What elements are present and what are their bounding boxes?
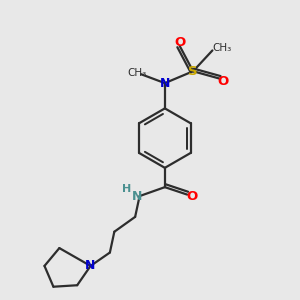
Text: CH₃: CH₃: [212, 43, 232, 53]
Text: O: O: [218, 75, 229, 88]
Text: O: O: [174, 36, 185, 49]
Text: H: H: [122, 184, 132, 194]
Text: N: N: [85, 260, 96, 272]
Text: S: S: [188, 65, 198, 78]
Text: N: N: [132, 190, 143, 202]
Text: N: N: [160, 76, 170, 90]
Text: CH₃: CH₃: [127, 68, 146, 78]
Text: O: O: [186, 190, 197, 202]
